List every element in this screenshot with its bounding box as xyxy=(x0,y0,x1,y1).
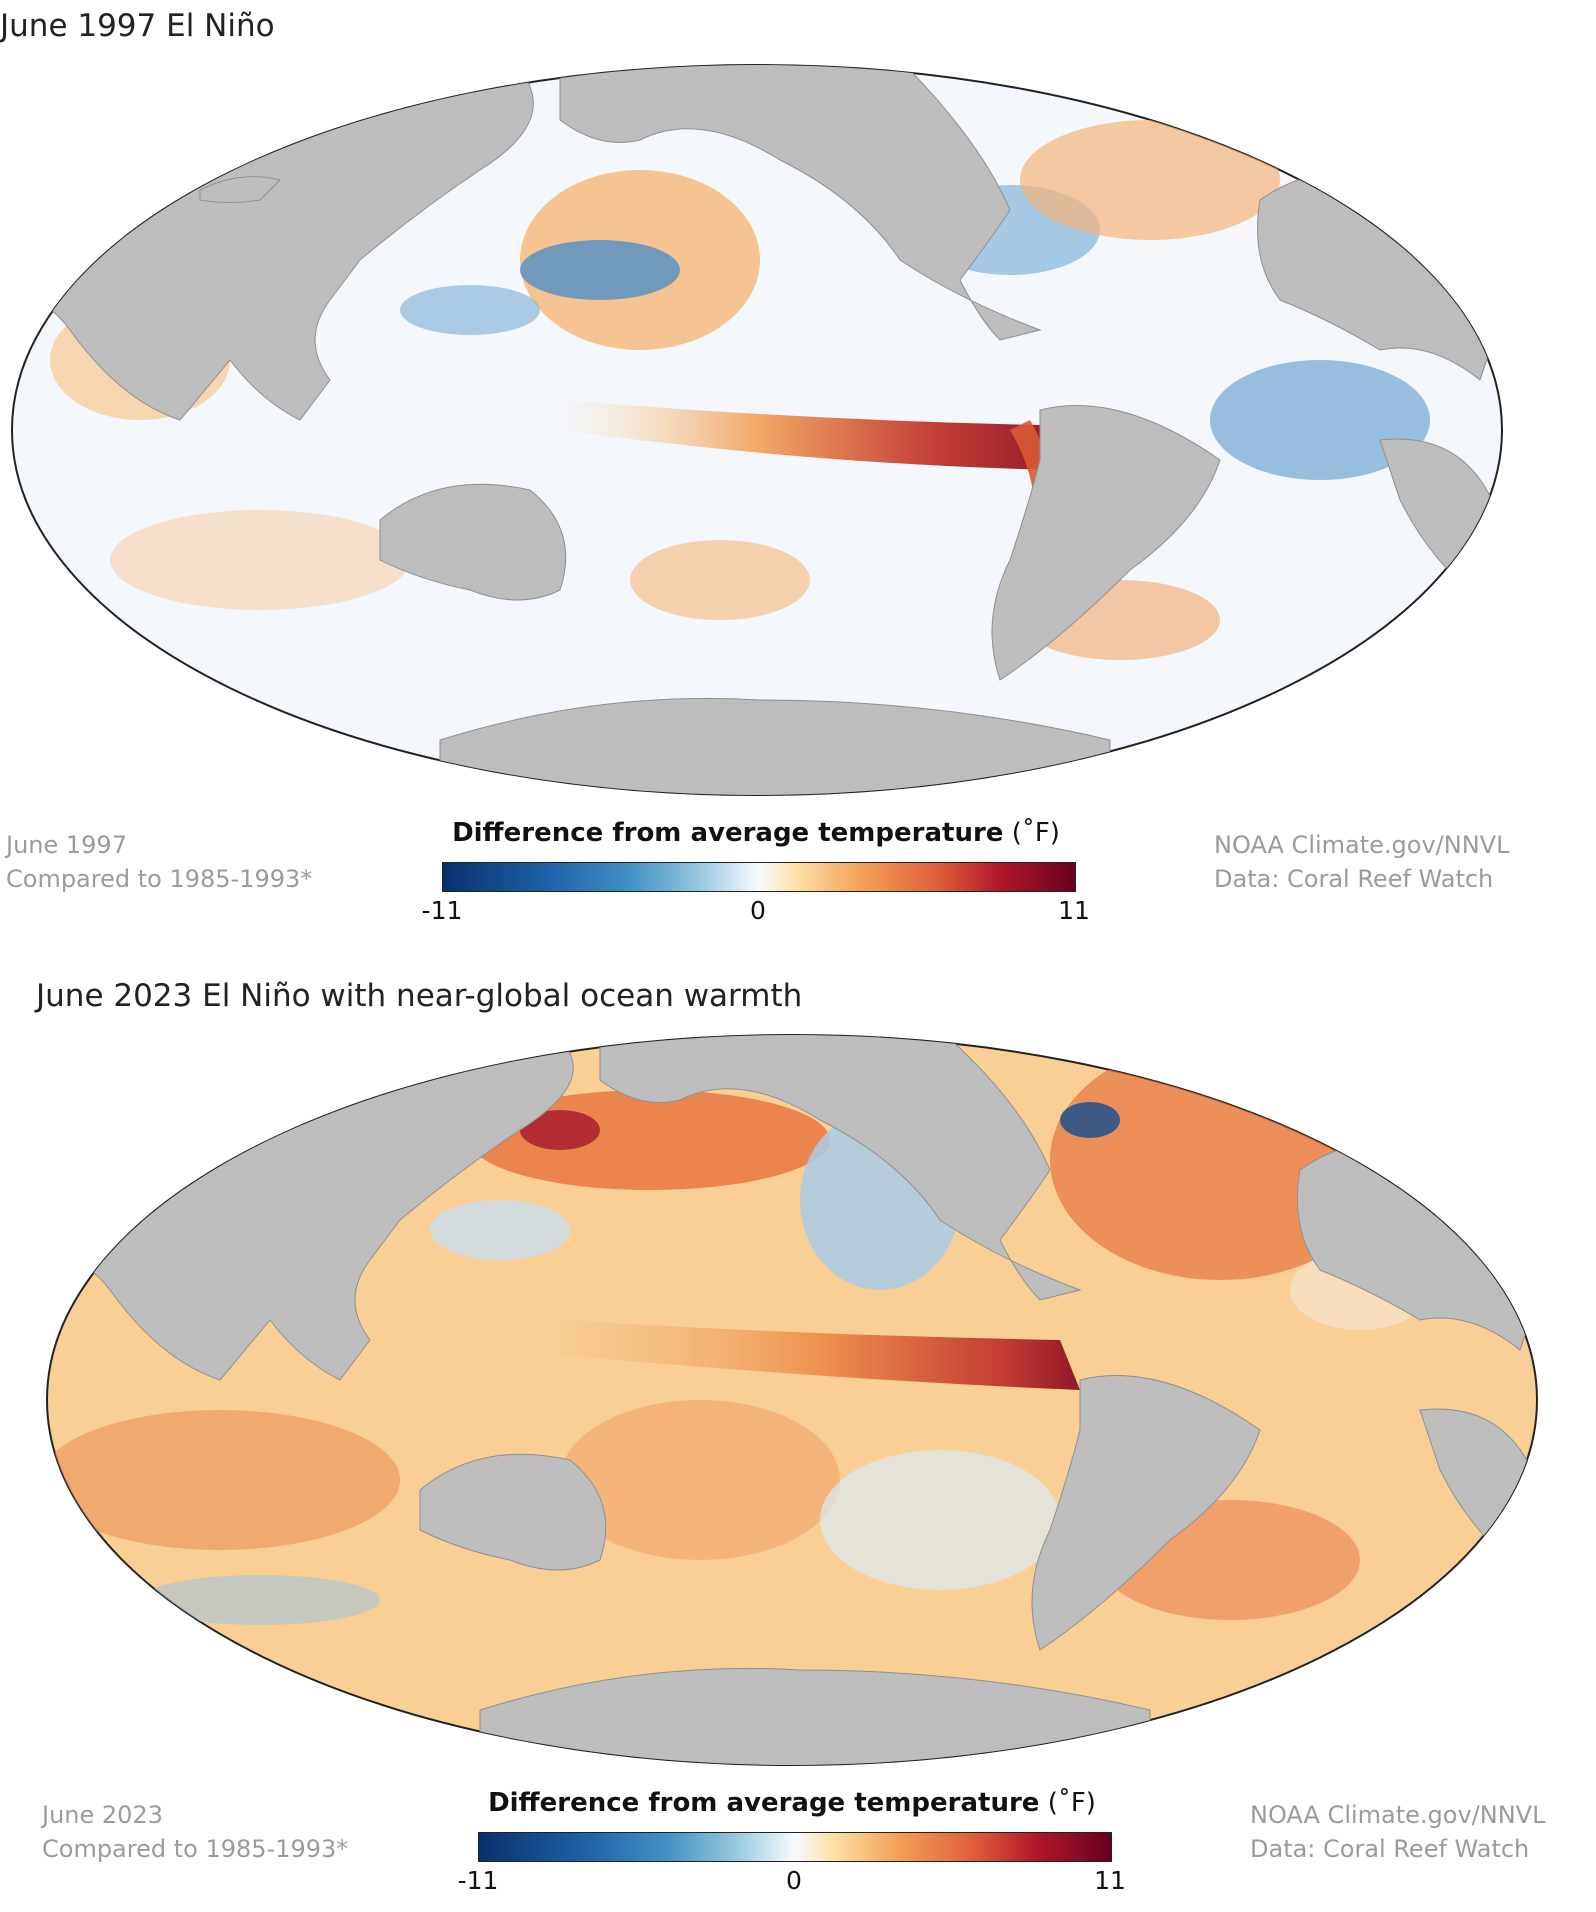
tick-max: 11 xyxy=(1094,1866,1126,1895)
meta-baseline: Compared to 1985-1993* xyxy=(6,865,313,893)
legend-unit: (˚F) xyxy=(1011,818,1060,848)
anomaly-field xyxy=(47,1035,1537,1765)
anomaly-field xyxy=(12,65,1501,795)
legend-title: Difference from average temperature (˚F) xyxy=(488,1788,1096,1818)
legend-title: Difference from average temperature (˚F) xyxy=(452,818,1060,848)
legend: Difference from average temperature (˚F)… xyxy=(442,1788,1142,1895)
meta-credit: NOAA Climate.gov/NNVL xyxy=(1250,1801,1546,1829)
sea-surface-temperature-map xyxy=(11,64,1503,796)
meta-credit: NOAA Climate.gov/NNVL xyxy=(1214,831,1510,859)
colorbar-ticks: -11 0 11 xyxy=(422,892,1090,925)
meta-date: June 1997 xyxy=(6,831,127,859)
panel-meta-right: NOAA Climate.gov/NNVL Data: Coral Reef W… xyxy=(1214,828,1509,896)
meta-baseline: Compared to 1985-1993* xyxy=(42,1835,349,1863)
colorbar xyxy=(478,1832,1112,1862)
tick-min: -11 xyxy=(421,896,463,925)
panel-2023: June 2023 El Niño with near-global ocean… xyxy=(0,960,1596,1910)
tick-mid: 0 xyxy=(750,896,766,925)
legend: Difference from average temperature (˚F)… xyxy=(406,818,1106,925)
panel-meta-left: June 1997 Compared to 1985-1993* xyxy=(6,828,312,896)
panel-1997: June 1997 El Niño xyxy=(0,0,1596,950)
sea-surface-temperature-map xyxy=(46,1034,1538,1766)
panel-meta-left: June 2023 Compared to 1985-1993* xyxy=(42,1798,348,1866)
panel-title: June 2023 El Niño with near-global ocean… xyxy=(36,978,803,1014)
panel-meta-right: NOAA Climate.gov/NNVL Data: Coral Reef W… xyxy=(1250,1798,1545,1866)
meta-source: Data: Coral Reef Watch xyxy=(1214,865,1494,893)
meta-date: June 2023 xyxy=(42,1801,163,1829)
tick-max: 11 xyxy=(1058,896,1090,925)
meta-source: Data: Coral Reef Watch xyxy=(1250,1835,1530,1863)
colorbar-ticks: -11 0 11 xyxy=(458,1862,1126,1895)
colorbar xyxy=(442,862,1076,892)
tick-mid: 0 xyxy=(786,1866,802,1895)
panel-title: June 1997 El Niño xyxy=(0,8,275,44)
legend-unit: (˚F) xyxy=(1047,1788,1096,1818)
tick-min: -11 xyxy=(457,1866,499,1895)
